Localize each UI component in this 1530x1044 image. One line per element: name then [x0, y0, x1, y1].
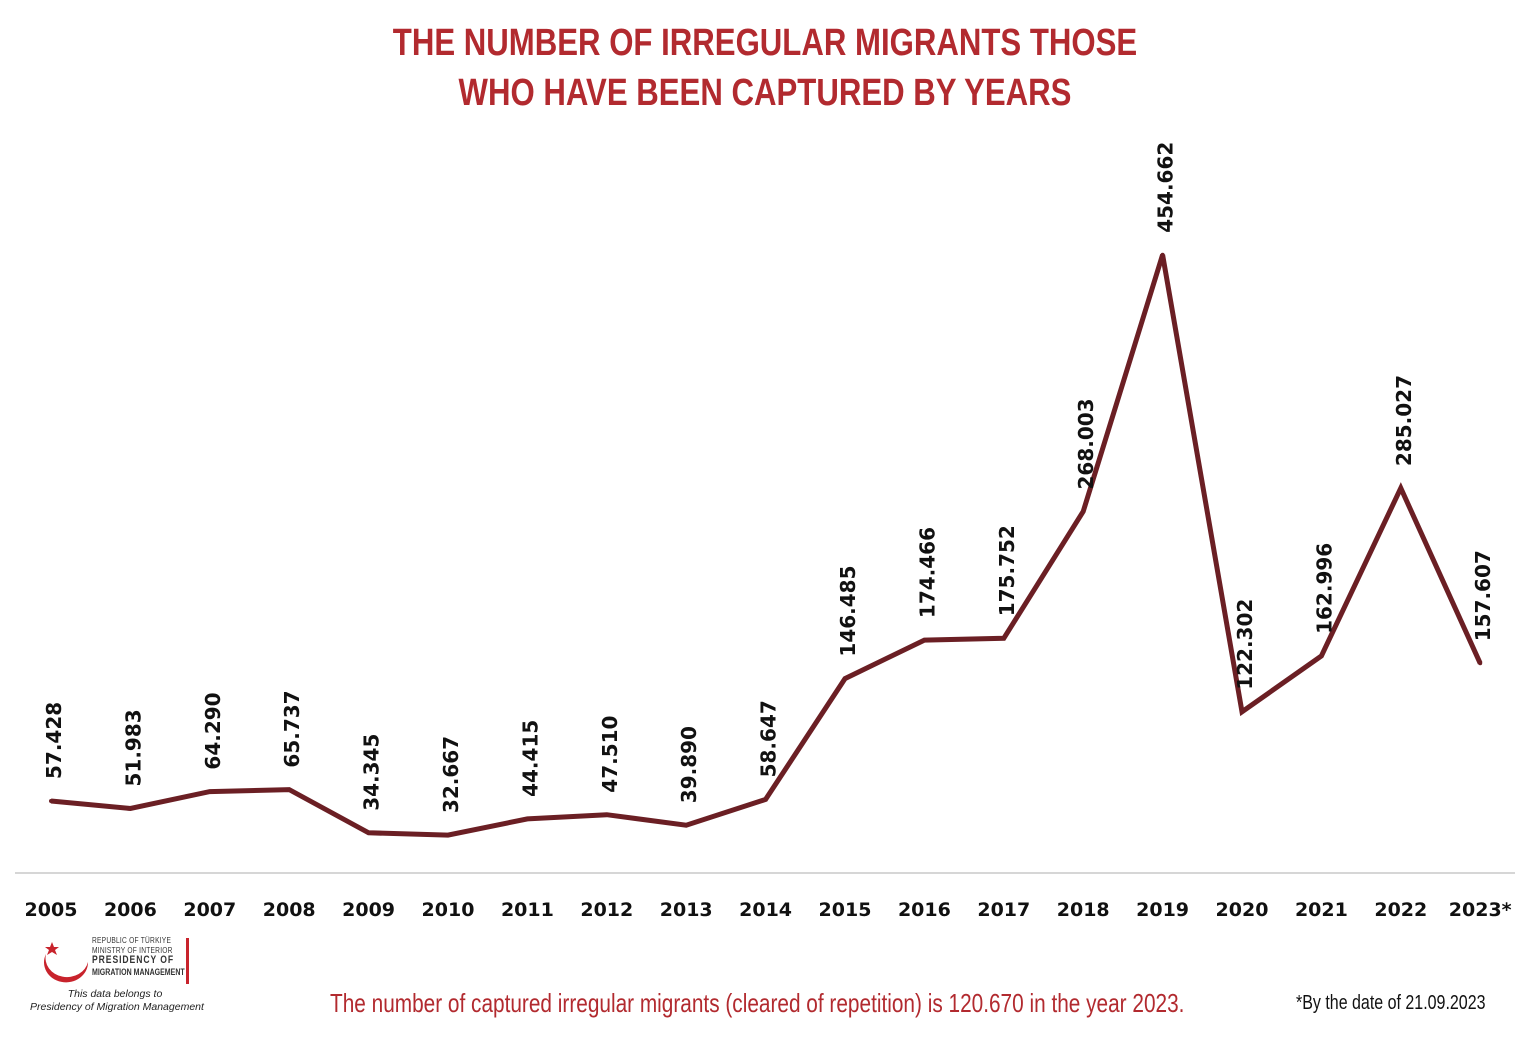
logo-text: REPUBLIC OF TÜRKIYE MINISTRY OF INTERIOR… — [92, 935, 185, 977]
data-label: 58.647 — [757, 700, 781, 777]
data-point — [1398, 486, 1403, 491]
data-label: 32.667 — [439, 736, 463, 813]
x-tick-label: 2017 — [977, 899, 1030, 921]
logo-line-migration: MIGRATION MANAGEMENT — [92, 966, 185, 977]
chart-title-line-1: THE NUMBER OF IRREGULAR MIGRANTS THOSE — [392, 22, 1138, 64]
footnote: The number of captured irregular migrant… — [330, 988, 1185, 1018]
x-tick-label: 2013 — [660, 899, 713, 921]
data-label: 285.027 — [1392, 375, 1416, 466]
x-tick-label: 2014 — [739, 899, 792, 921]
data-label: 57.428 — [42, 702, 66, 779]
data-point — [922, 638, 927, 643]
data-label: 47.510 — [598, 716, 622, 793]
x-tick-label: 2021 — [1295, 899, 1348, 921]
data-point — [207, 789, 212, 794]
data-label: 454.662 — [1154, 142, 1178, 233]
chart-title: THE NUMBER OF IRREGULAR MIGRANTS THOSE W… — [138, 18, 1393, 118]
data-credit-line-1: This data belongs to — [67, 988, 163, 1000]
data-label: 122.302 — [1233, 599, 1257, 690]
logo-line-ministry: MINISTRY OF INTERIOR — [92, 944, 173, 955]
x-tick-label: 2006 — [104, 899, 157, 921]
data-label: 174.466 — [915, 527, 939, 618]
data-point — [1001, 636, 1006, 641]
x-tick-label: 2007 — [183, 899, 236, 921]
x-tick-label: 2020 — [1216, 899, 1269, 921]
data-point — [1478, 661, 1483, 666]
data-label: 65.737 — [280, 690, 304, 767]
data-point — [604, 812, 609, 817]
data-point — [49, 799, 53, 803]
data-credit: This data belongs to Presidency of Migra… — [30, 988, 204, 1014]
data-label-layer: 57.428 51.983 64.290 65.737 34.345 32.667 44.4… — [42, 142, 1495, 813]
data-point — [684, 823, 689, 828]
data-point — [1240, 709, 1244, 714]
data-point — [1160, 252, 1165, 257]
data-label: 44.415 — [518, 720, 542, 797]
x-tick-label: 2015 — [819, 899, 872, 921]
data-point — [1081, 509, 1086, 514]
x-tick-label: 2022 — [1374, 899, 1427, 921]
x-tick-label: 2011 — [501, 899, 554, 921]
logo-divider — [186, 938, 189, 984]
chart-title-line-2: WHO HAVE BEEN CAPTURED BY YEARS — [458, 72, 1072, 114]
x-tick-label: 2008 — [263, 899, 316, 921]
x-tick-label: 2009 — [342, 899, 395, 921]
x-tick-label: 2016 — [898, 899, 951, 921]
data-point — [843, 676, 847, 681]
data-label: 157.607 — [1471, 550, 1495, 641]
data-point — [287, 787, 292, 792]
data-label: 162.996 — [1312, 543, 1336, 634]
logo-line-presidency: PRESIDENCY OF — [92, 954, 175, 966]
data-label: 51.983 — [121, 709, 145, 786]
series-layer — [49, 252, 1483, 838]
logo-block: REPUBLIC OF TÜRKIYE MINISTRY OF INTERIOR… — [30, 935, 204, 1022]
x-tick-label: 2010 — [422, 899, 475, 921]
data-point — [1319, 653, 1324, 658]
x-tick-label: 2005 — [25, 899, 78, 921]
x-tick-label: 2018 — [1057, 899, 1110, 921]
date-note: *By the date of 21.09.2023 — [1296, 992, 1486, 1014]
data-label: 146.485 — [836, 566, 860, 657]
crescent-star-icon — [44, 942, 89, 983]
data-point — [366, 830, 371, 835]
data-point — [525, 816, 530, 821]
data-label: 268.003 — [1074, 398, 1098, 489]
x-tick-label: 2019 — [1136, 899, 1189, 921]
data-point — [446, 833, 450, 838]
data-credit-line-2: Presidency of Migration Management — [30, 1001, 204, 1013]
x-tick-layer: 2005 2006 2007 2008 2009 2010 2011 2012 2013 2014… — [25, 899, 1512, 921]
data-label: 34.345 — [360, 734, 384, 811]
data-label: 39.890 — [677, 726, 701, 803]
data-point — [763, 797, 768, 802]
data-point — [128, 806, 133, 811]
x-tick-label: 2023* — [1449, 899, 1512, 921]
data-label: 64.290 — [201, 692, 225, 769]
data-label: 175.752 — [995, 525, 1019, 616]
x-tick-label: 2012 — [580, 899, 633, 921]
logo-line-republic: REPUBLIC OF TÜRKIYE — [92, 935, 172, 945]
